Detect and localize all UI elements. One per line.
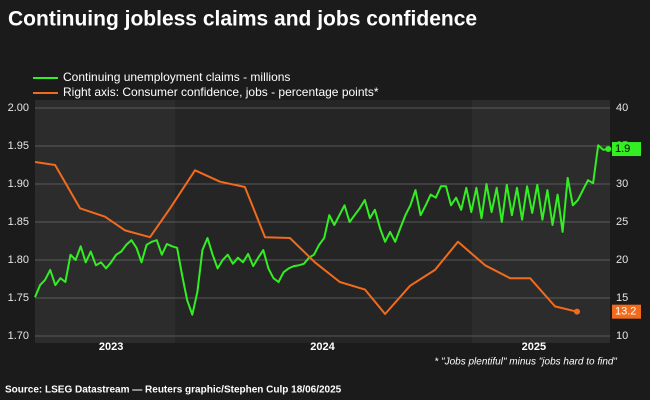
source: Source: LSEG Datastream — Reuters graphi… [5, 385, 342, 396]
plot-band [175, 100, 472, 343]
chart-title: Continuing jobless claims and jobs confi… [8, 8, 477, 31]
y-tick-label: 1.95 [8, 140, 29, 152]
series-line [34, 144, 609, 316]
y-tick-label: 1.70 [8, 330, 29, 342]
legend-label: Continuing unemployment claims - million… [63, 70, 290, 84]
y2-tick-label: 25 [616, 216, 628, 228]
value-label-box [612, 304, 641, 319]
series-line [34, 161, 578, 315]
y-tick-label: 1.90 [8, 178, 29, 190]
x-tick-label: 2023 [99, 341, 123, 353]
y-tick-label: 1.85 [8, 216, 29, 228]
value-label: 13.2 [615, 306, 636, 318]
value-label-box [612, 142, 641, 157]
value-label: 1.9 [615, 143, 630, 155]
y-tick-label: 2.00 [8, 102, 29, 114]
y2-tick-label: 10 [616, 330, 628, 342]
x-tick-label: 2024 [310, 341, 335, 353]
end-marker [605, 146, 612, 153]
x-tick-label: 2025 [522, 341, 546, 353]
y-tick-label: 1.80 [8, 254, 29, 266]
legend-label: Right axis: Consumer confidence, jobs - … [63, 85, 379, 99]
y2-tick-label: 20 [616, 254, 628, 266]
footnote: * "Jobs plentiful" minus "jobs hard to f… [434, 357, 617, 368]
y2-tick-label: 15 [616, 292, 628, 304]
y-tick-label: 1.75 [8, 292, 29, 304]
y2-tick-label: 40 [616, 102, 628, 114]
y2-tick-label: 30 [616, 178, 628, 190]
legend: Continuing unemployment claims - million… [33, 70, 379, 99]
end-marker [574, 308, 581, 315]
